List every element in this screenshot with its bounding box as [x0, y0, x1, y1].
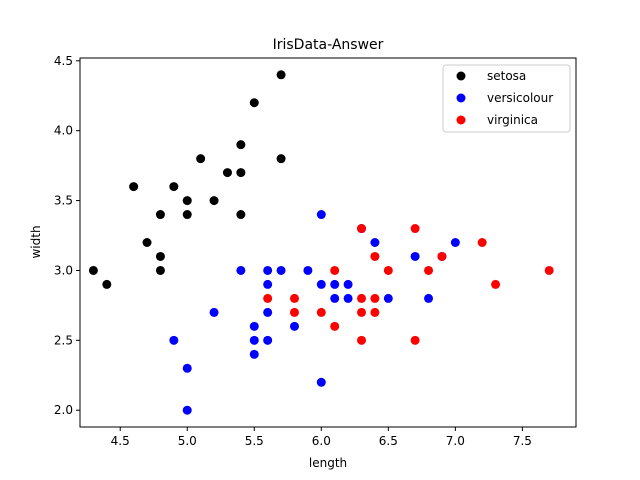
x-tick-label: 5.0	[178, 434, 197, 448]
data-point-virginica	[263, 293, 273, 303]
x-axis-label: length	[309, 456, 347, 470]
y-axis-ticks: 2.0 2.5 3.0 3.5 4.0 4.5	[54, 54, 80, 417]
data-point-versicolour	[276, 265, 286, 275]
data-point-versicolour	[263, 335, 273, 345]
data-point-virginica	[357, 293, 367, 303]
data-point-versicolour	[249, 321, 259, 331]
data-point-versicolour	[209, 307, 219, 317]
data-point-versicolour	[450, 238, 460, 247]
data-point-versicolour	[370, 238, 380, 247]
data-point-versicolour	[343, 293, 353, 303]
x-tick-label: 6.5	[379, 434, 398, 448]
legend-items: setosa versicolour virginica	[456, 69, 553, 127]
data-point-setosa	[129, 182, 139, 192]
x-axis-ticks: 4.5 5.0 5.5 6.0 6.5 7.0 7.5	[111, 427, 532, 448]
data-point-setosa	[236, 168, 246, 178]
data-point-virginica	[316, 307, 326, 317]
data-point-setosa	[155, 251, 165, 261]
data-point-virginica	[357, 224, 367, 234]
x-tick-label: 7.5	[513, 434, 532, 448]
data-point-setosa	[102, 279, 112, 289]
data-point-setosa	[196, 154, 206, 164]
data-point-setosa	[142, 238, 152, 247]
data-point-versicolour	[263, 279, 273, 289]
data-point-virginica	[410, 335, 420, 345]
data-point-virginica	[410, 224, 420, 234]
y-tick-label: 3.0	[54, 263, 73, 277]
data-point-setosa	[222, 168, 232, 178]
y-tick-label: 4.5	[54, 54, 73, 68]
legend-box	[442, 64, 571, 133]
data-point-virginica	[370, 251, 380, 261]
x-tick-label: 4.5	[111, 434, 130, 448]
data-point-setosa	[236, 140, 246, 150]
data-point-setosa	[182, 210, 192, 220]
data-point-virginica	[491, 279, 501, 289]
data-point-virginica	[289, 307, 299, 317]
data-point-virginica	[357, 307, 367, 317]
data-point-virginica	[357, 335, 367, 345]
data-point-virginica	[289, 293, 299, 303]
x-tick-label: 5.5	[245, 434, 264, 448]
data-point-setosa	[169, 182, 179, 192]
data-point-virginica	[424, 265, 434, 275]
data-point-versicolour	[263, 265, 273, 275]
x-tick-label: 6.0	[312, 434, 331, 448]
legend: setosa versicolour virginica	[442, 64, 571, 133]
data-point-versicolour	[169, 335, 179, 345]
data-point-versicolour	[343, 279, 353, 289]
data-point-setosa	[276, 154, 286, 164]
y-tick-label: 2.5	[54, 333, 73, 347]
chart-title: IrisData-Answer	[273, 37, 384, 53]
data-point-versicolour	[383, 293, 393, 303]
data-point-versicolour	[236, 265, 246, 275]
data-point-virginica	[544, 265, 554, 275]
data-point-virginica	[437, 251, 447, 261]
data-point-setosa	[182, 196, 192, 206]
data-point-setosa	[88, 265, 98, 275]
data-point-setosa	[276, 70, 286, 80]
data-point-versicolour	[330, 293, 340, 303]
y-tick-label: 2.0	[54, 403, 73, 417]
data-point-versicolour	[263, 307, 273, 317]
y-axis-label: width	[29, 225, 43, 258]
x-tick-label: 7.0	[446, 434, 465, 448]
y-tick-label: 3.5	[54, 194, 73, 208]
data-point-versicolour	[303, 265, 313, 275]
data-point-virginica	[383, 265, 393, 275]
data-point-versicolour	[316, 377, 326, 387]
data-point-setosa	[249, 98, 259, 108]
data-point-versicolour	[316, 210, 326, 220]
legend-label-setosa: setosa	[487, 69, 526, 83]
y-tick-label: 4.0	[54, 124, 73, 138]
data-point-versicolour	[289, 321, 299, 331]
data-point-versicolour	[424, 293, 434, 303]
points-layer	[88, 70, 554, 415]
data-point-setosa	[236, 210, 246, 220]
data-point-versicolour	[330, 279, 340, 289]
data-point-virginica	[477, 238, 487, 247]
data-point-versicolour	[249, 335, 259, 345]
data-point-virginica	[330, 265, 340, 275]
data-point-virginica	[370, 293, 380, 303]
data-point-versicolour	[249, 349, 259, 359]
legend-label-virginica: virginica	[487, 113, 538, 127]
data-point-versicolour	[182, 363, 192, 373]
legend-marker-setosa	[456, 71, 466, 81]
data-point-setosa	[155, 265, 165, 275]
data-point-versicolour	[182, 405, 192, 415]
legend-marker-versicolour	[456, 93, 466, 103]
data-point-virginica	[330, 321, 340, 331]
legend-marker-virginica	[456, 115, 466, 125]
data-point-setosa	[209, 196, 219, 206]
data-point-versicolour	[410, 251, 420, 261]
data-point-virginica	[370, 307, 380, 317]
legend-label-versicolour: versicolour	[487, 91, 553, 105]
data-point-versicolour	[316, 279, 326, 289]
data-point-setosa	[155, 210, 165, 220]
